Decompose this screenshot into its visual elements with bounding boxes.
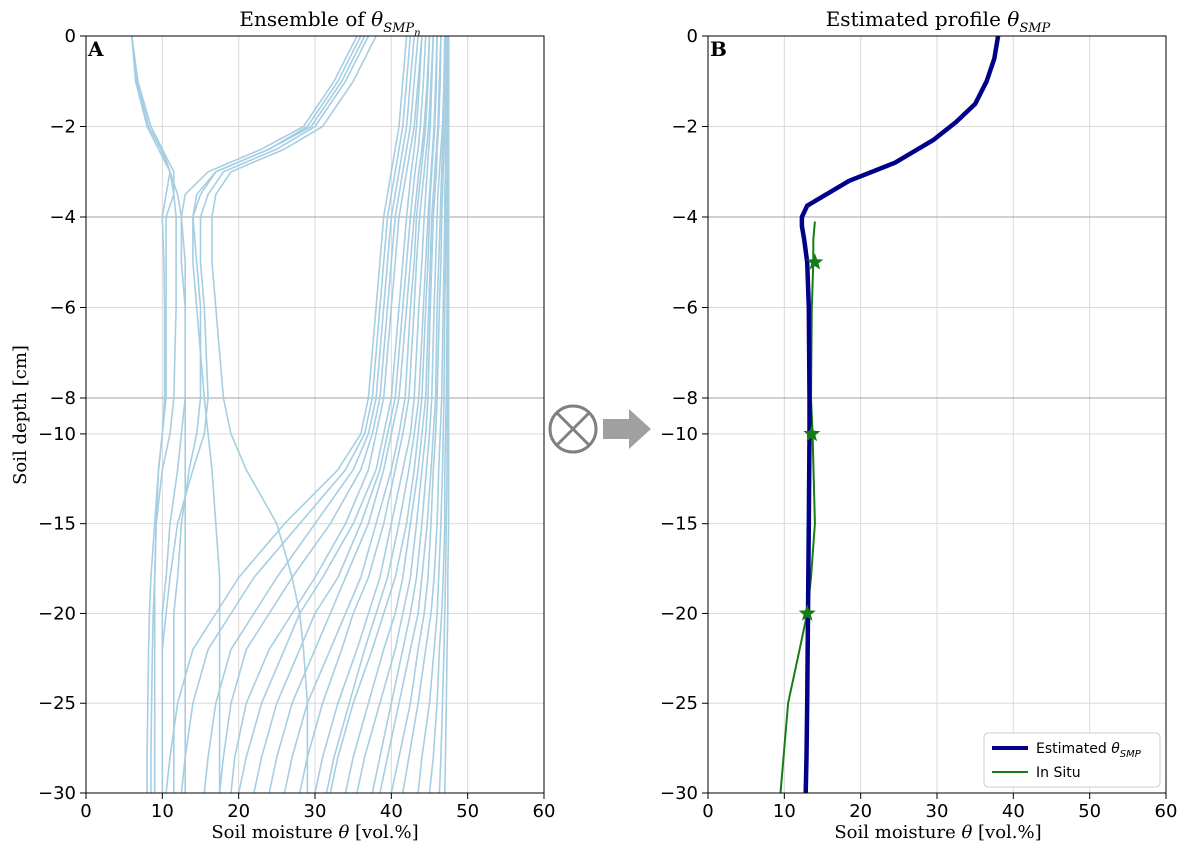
insitu-star-marker [803, 424, 821, 442]
panel-a-ytick-label: −15 [38, 514, 76, 535]
panel-b-xlabel: Soil moisture θ [vol.%] [834, 822, 1041, 843]
legend-insitu-label: In Situ [1036, 765, 1081, 781]
panel-b-xtick-label: 30 [926, 801, 949, 822]
panel-b-ytick-label: −2 [671, 117, 698, 138]
panel-a-ytick-label: −2 [49, 117, 76, 138]
panel-b-ytick-label: −10 [660, 424, 698, 445]
panel-a-xtick-label: 30 [304, 801, 327, 822]
panel-a-xtick-label: 0 [80, 801, 91, 822]
ensemble-series-line [379, 35, 446, 794]
ensemble-series-line [165, 35, 408, 794]
estimated-series-line [799, 35, 1001, 794]
panel-a-xtick-label: 10 [151, 801, 174, 822]
panel-b-xtick-label: 20 [849, 801, 872, 822]
panel-a-ytick-label: −10 [38, 424, 76, 445]
panel-a-xtick-label: 40 [380, 801, 403, 822]
ensemble-series-line [253, 35, 427, 794]
panel-a-xtick-label: 20 [227, 801, 250, 822]
ensemble-series-line [173, 35, 366, 793]
ensemble-series-line [161, 35, 358, 793]
panel-b-ytick-label: −25 [660, 693, 698, 714]
arrow-right-icon [603, 409, 651, 449]
ensemble-series-line [268, 35, 431, 794]
panel-a-xtick-label: 50 [456, 801, 479, 822]
ensemble-series-line [314, 35, 435, 794]
panel-b-ytick-label: −20 [660, 603, 698, 624]
ensemble-series-line [211, 35, 377, 793]
ensemble-series-line [180, 35, 412, 794]
panel-a-ytick-label: −8 [49, 388, 76, 409]
panel-b-ticks: 0 10 20 30 40 50 60 0 −2 −4 −6 −8 −10 −15 −20 −25 −30 [660, 26, 1177, 822]
panel-a-ytick-label: −4 [49, 207, 76, 228]
panel-b-chart: 0 10 20 30 40 50 600−2−4−6−8−10−15−20−25−30 B … [660, 7, 1177, 843]
panel-a-ensemble-lines [131, 35, 450, 794]
panel-b-xtick-label: 50 [1078, 801, 1101, 822]
ensemble-series-line [203, 35, 415, 794]
panel-a-xlabel: Soil moisture θ [vol.%] [211, 822, 418, 843]
panel-b-xtick-label: 0 [702, 801, 713, 822]
panel-a-ytick-label: −20 [38, 603, 76, 624]
panel-a-chart: 0 10 20 30 40 50 600−2−4−6−8−10−15−20−25−30 A … [10, 7, 555, 843]
panel-b-ytick-label: −8 [671, 388, 698, 409]
ensemble-series-line [230, 35, 423, 794]
panel-b-title: Estimated profile θSMP [826, 7, 1051, 36]
panel-b-ytick-label: 0 [687, 26, 698, 47]
panel-b-label: B [710, 37, 727, 61]
ensemble-series-line [131, 35, 177, 793]
ensemble-series-line [428, 36, 450, 794]
panel-b-ytick-label: −30 [660, 783, 698, 804]
ensemble-series-line [371, 35, 446, 794]
panel-a-ytick-label: −30 [38, 783, 76, 804]
combine-operator-icon [548, 404, 598, 454]
panel-b-ytick-label: −15 [660, 514, 698, 535]
ensemble-series-line [283, 35, 431, 794]
panel-b-xtick-label: 10 [773, 801, 796, 822]
panel-a-ticks: 0 10 20 30 40 50 60 0 −2 −4 −6 −8 −10 −15 −20 −25 −30 [38, 26, 555, 822]
insitu-star-marker [806, 253, 824, 270]
ensemble-series-line [402, 35, 448, 794]
panel-a-ylabel: Soil depth [cm] [10, 345, 31, 485]
panel-a-title: Ensemble of θSMPn [239, 7, 420, 39]
ensemble-series-line [329, 35, 438, 794]
panel-a-ytick-label: −25 [38, 693, 76, 714]
legend: Estimated θSMP In Situ [983, 732, 1161, 788]
panel-a-label: A [87, 37, 104, 61]
panel-b-ytick-label: −6 [671, 298, 698, 319]
insitu-star-marker [798, 604, 816, 621]
panel-b-ytick-label: −4 [671, 207, 698, 228]
panel-b-lines [779, 35, 1001, 794]
legend-estimated-label: Estimated θSMP [1036, 741, 1142, 760]
panel-a-ytick-label: 0 [65, 26, 76, 47]
panel-b-xtick-label: 60 [1155, 801, 1178, 822]
ensemble-series-line [444, 36, 450, 794]
panel-a-ytick-label: −6 [49, 298, 76, 319]
ensemble-series-line [356, 35, 442, 794]
ensemble-series-line [131, 35, 171, 793]
ensemble-series-line [218, 35, 419, 794]
panel-b-xtick-label: 40 [1002, 801, 1025, 822]
ensemble-series-line [298, 35, 435, 794]
ensemble-series-line [237, 35, 423, 794]
ensemble-series-line [390, 35, 448, 794]
panel-a-xtick-label: 60 [533, 801, 556, 822]
